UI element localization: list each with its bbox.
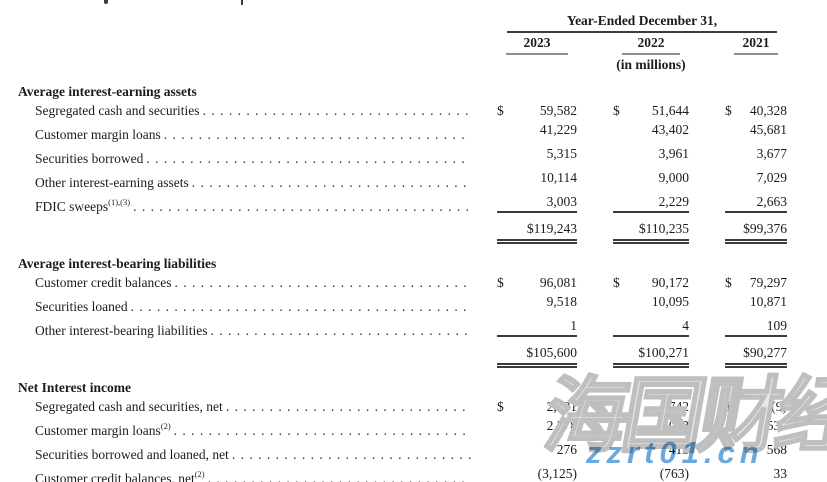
row-label: FDIC sweeps(1),(3) <box>35 196 131 214</box>
value-2022: 43,402 <box>651 122 689 137</box>
site-url-watermark: zzrt01.cn <box>586 435 764 470</box>
row-label: Securities borrowed <box>35 151 144 166</box>
row-label: Securities borrowed and loaned, net <box>35 447 229 462</box>
table-row: Segregated cash and securities $59,582 $… <box>18 101 787 120</box>
dot-leader <box>174 273 471 292</box>
total-2022: $100,271 <box>613 343 689 368</box>
table-row: Other interest-earning assets 10,114 9,0… <box>18 168 787 192</box>
total-2022: $110,235 <box>613 219 689 244</box>
dot-leader <box>133 197 471 216</box>
value-2022: 413 <box>668 442 689 457</box>
dot-leader <box>203 101 471 120</box>
dot-leader <box>146 149 471 168</box>
table-row: Other interest-bearing liabilities 1 4 1… <box>18 316 787 340</box>
table-header: Year-Ended December 31, 2023 2022 2021 (… <box>497 0 787 72</box>
total-2021: $99,376 <box>725 219 787 244</box>
row-label: Other interest-bearing liabilities <box>35 323 208 338</box>
table-row: Customer credit balances $96,081 $90,172… <box>18 273 787 292</box>
row-label: Segregated cash and securities, net <box>35 399 223 414</box>
value-2023: $2,791 <box>497 399 577 414</box>
value-2023: (3,125) <box>537 466 577 481</box>
dot-leader <box>226 397 471 416</box>
table-row: FDIC sweeps(1),(3) 3,003 2,229 2,663 <box>18 192 787 216</box>
table-row: Segregated cash and securities, net $2,7… <box>18 397 787 416</box>
row-label: Customer credit balances <box>35 275 172 290</box>
row-label: Customer margin loans(2) <box>35 420 171 438</box>
dot-leader <box>208 469 471 482</box>
value-2023: 1 <box>497 316 577 337</box>
value-2021: 568 <box>766 442 787 457</box>
year-column-2022: 2022 <box>613 35 689 55</box>
year-column-2021: 2021 <box>725 35 787 55</box>
dot-leader <box>174 421 471 440</box>
value-2023: 2,278 <box>546 418 577 433</box>
value-2022: $51,644 <box>613 103 689 118</box>
table-row: Securities borrowed 5,315 3,961 3,677 <box>18 144 787 168</box>
value-2023: 10,114 <box>540 170 577 185</box>
total-2023: $119,243 <box>497 219 577 244</box>
value-2021: 535 <box>766 418 787 433</box>
dot-leader <box>192 173 471 192</box>
cropped-line-fragment <box>104 0 108 4</box>
value-2022: 4 <box>613 316 689 337</box>
period-header: Year-Ended December 31, <box>507 13 777 33</box>
section-total-row: $119,243 $110,235 $99,376 <box>18 219 787 244</box>
value-2022: (763) <box>659 466 689 481</box>
value-2021: $40,328 <box>725 103 787 118</box>
value-2021: 109 <box>725 316 787 337</box>
cropped-line-fragment <box>241 0 243 5</box>
row-label: Securities loaned <box>35 299 128 314</box>
value-2022: 1,083 <box>658 418 689 433</box>
section-title-interest-bearing-liabilities: Average interest-bearing liabilities <box>18 256 217 271</box>
value-2021: 2,663 <box>725 192 787 213</box>
value-2022: $742 <box>613 399 689 414</box>
table-row: Securities loaned 9,518 10,095 10,871 <box>18 292 787 316</box>
value-2023: 3,003 <box>497 192 577 213</box>
row-label: Customer credit balances, net(2) <box>35 468 205 482</box>
table-row: Securities borrowed and loaned, net 276 … <box>18 440 787 464</box>
value-2022: $90,172 <box>613 275 689 290</box>
value-2023: 9,518 <box>546 294 577 309</box>
table-row: Customer margin loans(2) 2,278 1,083 535 <box>18 416 787 440</box>
section-title-interest-earning-assets: Average interest-earning assets <box>18 84 197 99</box>
value-2023: 5,315 <box>546 146 577 161</box>
value-2022: 9,000 <box>658 170 689 185</box>
value-2021: 45,681 <box>749 122 787 137</box>
value-2021: 33 <box>773 466 788 481</box>
value-2023: $96,081 <box>497 275 577 290</box>
value-2021: 10,871 <box>749 294 787 309</box>
dot-leader <box>232 445 471 464</box>
total-2021: $90,277 <box>725 343 787 368</box>
table-row: Customer margin loans 41,229 43,402 45,6… <box>18 120 787 144</box>
value-2021: $79,297 <box>725 275 787 290</box>
value-2023: $59,582 <box>497 103 577 118</box>
value-2022: 3,961 <box>658 146 689 161</box>
dot-leader <box>164 125 471 144</box>
row-label: Segregated cash and securities <box>35 103 200 118</box>
row-label: Customer margin loans <box>35 127 161 142</box>
table-row: Customer credit balances, net(2) (3,125)… <box>18 464 787 482</box>
value-2021: 7,029 <box>756 170 787 185</box>
dot-leader <box>131 297 471 316</box>
section-title-net-interest-income: Net Interest income <box>18 380 131 395</box>
value-2021: $ (9) <box>725 399 787 414</box>
units-label: (in millions) <box>616 57 686 72</box>
value-2023: 276 <box>556 442 577 457</box>
year-column-2023: 2023 <box>497 35 577 55</box>
units-row: (in millions) <box>497 57 787 72</box>
value-2022: 10,095 <box>651 294 689 309</box>
row-label: Other interest-earning assets <box>35 175 189 190</box>
value-2021: 3,677 <box>756 146 787 161</box>
value-2022: 2,229 <box>613 192 689 213</box>
value-2023: 41,229 <box>539 122 577 137</box>
section-total-row: $105,600 $100,271 $90,277 <box>18 343 787 368</box>
year-header-row: 2023 2022 2021 <box>497 35 787 55</box>
total-2023: $105,600 <box>497 343 577 368</box>
dot-leader <box>210 321 471 340</box>
